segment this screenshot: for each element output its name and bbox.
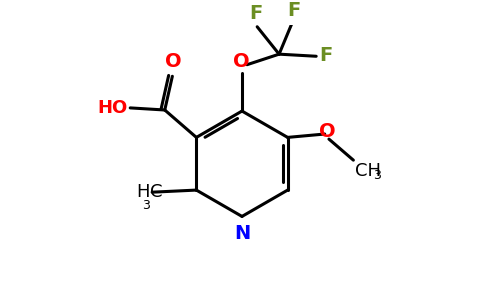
Text: O: O	[318, 122, 335, 141]
Text: N: N	[234, 224, 250, 243]
Text: F: F	[249, 4, 262, 22]
Text: F: F	[319, 46, 333, 65]
Text: C: C	[150, 183, 163, 201]
Text: H: H	[136, 183, 150, 201]
Text: 3: 3	[373, 169, 381, 182]
Text: 3: 3	[142, 199, 150, 212]
Text: F: F	[287, 1, 300, 20]
Text: HO: HO	[98, 99, 128, 117]
Text: O: O	[233, 52, 249, 71]
Text: O: O	[165, 52, 182, 71]
Text: CH: CH	[355, 162, 381, 180]
